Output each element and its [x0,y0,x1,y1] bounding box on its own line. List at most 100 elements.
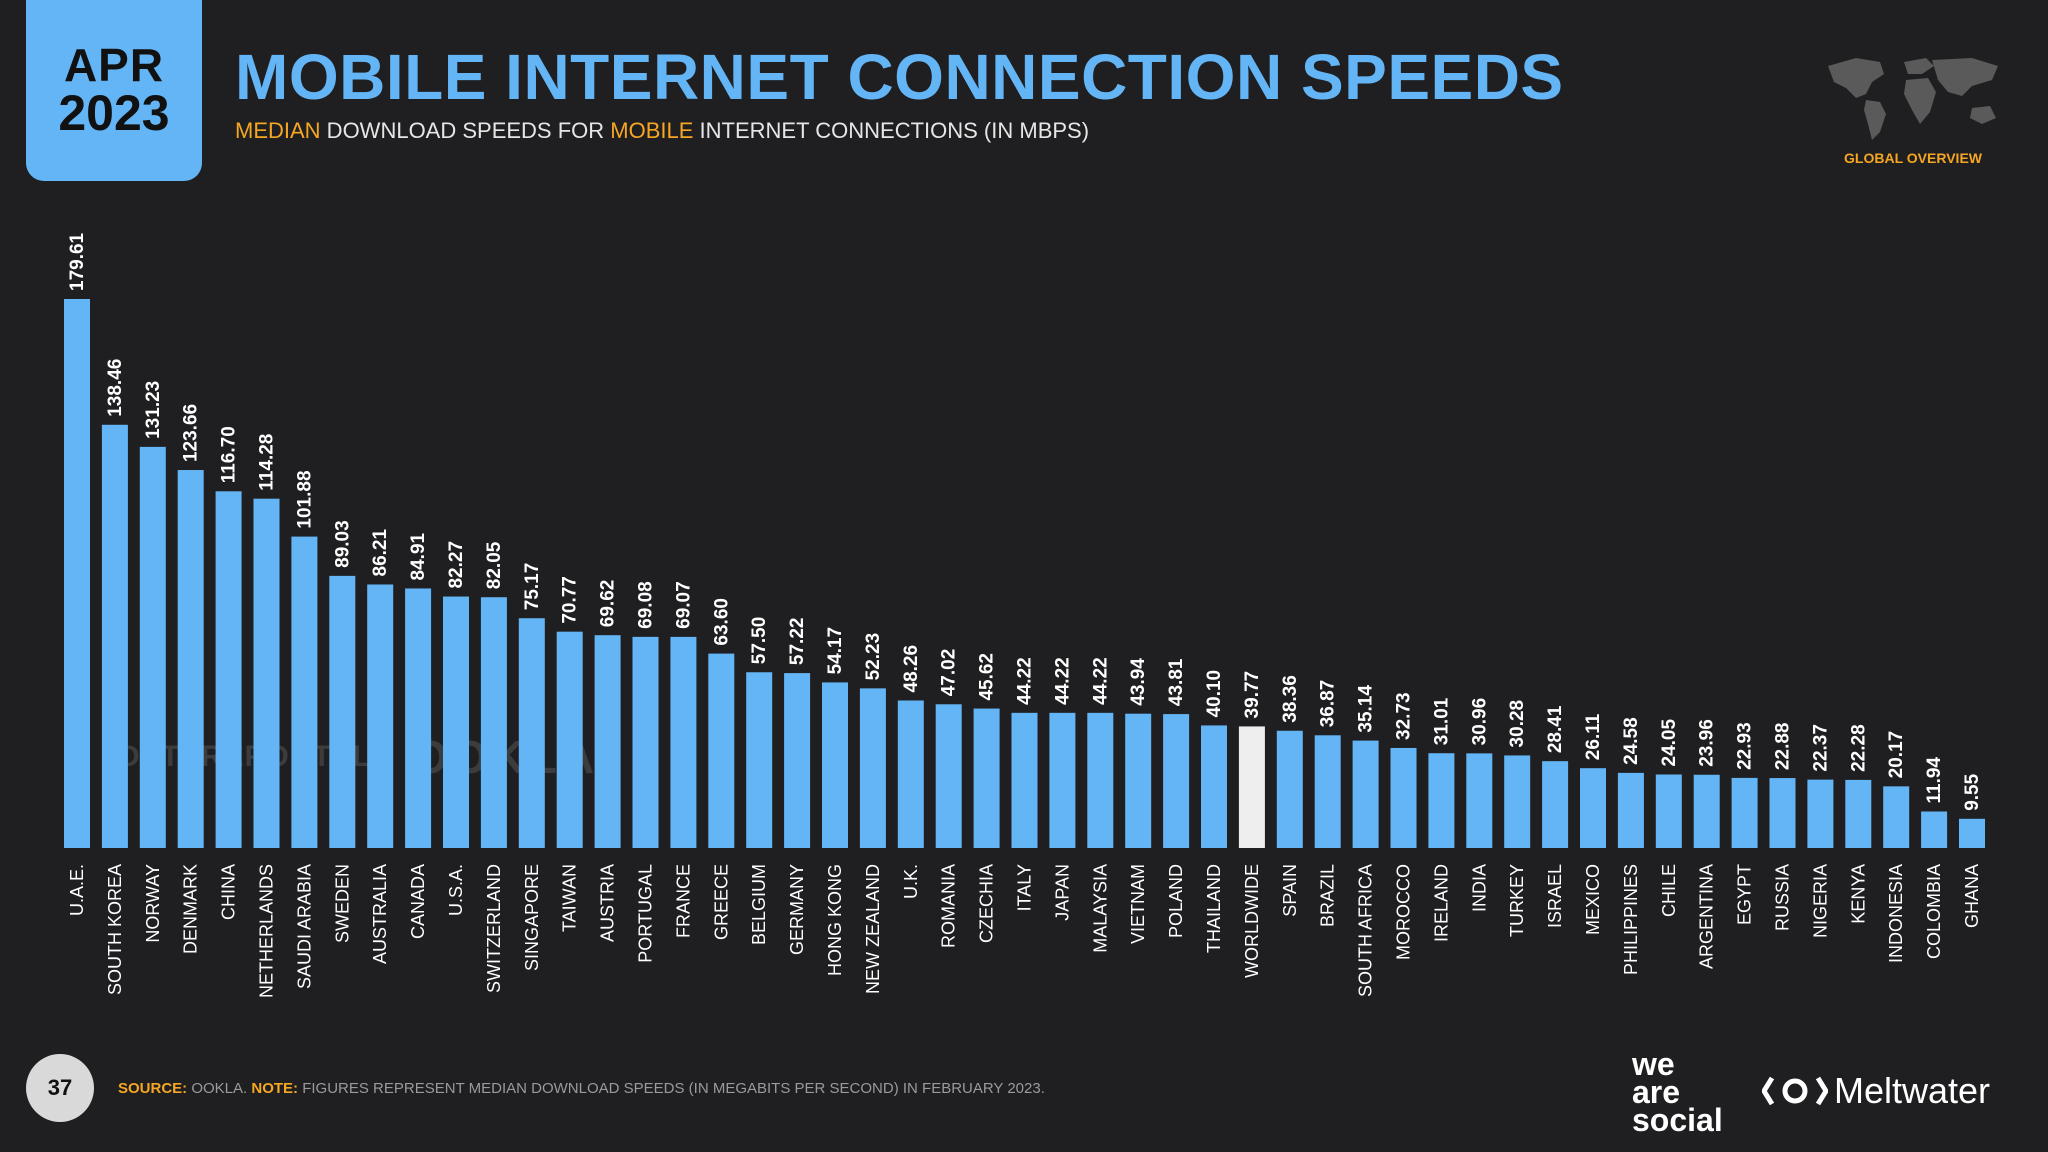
category-label: THAILAND [1204,864,1224,953]
bar-kenya [1845,779,1872,848]
bar-romania [935,704,962,848]
value-label: 69.07 [673,581,694,629]
bar-colombia [1921,811,1948,848]
category-label: BRAZIL [1318,864,1338,927]
value-label: 69.62 [598,580,619,628]
source-key: SOURCE: [118,1080,188,1097]
value-label: 22.88 [1773,723,1794,771]
subtitle-text-2: INTERNET CONNECTIONS (IN MBPS) [693,118,1090,143]
value-label: 48.26 [901,645,922,693]
value-label: 24.05 [1659,719,1680,767]
bar-chile [1655,774,1682,848]
category-label: U.A.E. [67,864,87,916]
page-number: 37 [26,1054,94,1122]
bar-philippines [1617,772,1644,848]
bar-belgium [746,672,773,848]
category-label: AUSTRIA [598,864,618,942]
bar-china [215,491,242,848]
date-year: 2023 [58,85,170,142]
bar-austria [594,635,621,848]
category-label: FRANCE [673,864,693,938]
value-label: 75.17 [522,563,543,611]
value-label: 52.23 [863,633,884,681]
bar-india [1466,753,1493,848]
category-label: ROMANIA [939,864,959,948]
category-label: EGYPT [1735,864,1755,925]
bar-norway [139,446,166,848]
bar-vietnam [1125,713,1152,848]
value-label: 114.28 [257,434,278,491]
category-label: SINGAPORE [522,864,542,971]
category-label: BELGIUM [749,864,769,945]
category-label: U.K. [901,864,921,899]
category-label: HONG KONG [825,864,845,976]
bar-malaysia [1087,712,1114,848]
value-label: 57.50 [749,617,770,665]
date-month: APR [63,38,165,91]
value-label: 82.05 [484,541,505,589]
category-label: U.S.A. [446,864,466,916]
bar-russia [1769,778,1796,848]
bar-poland [1163,714,1190,848]
value-label: 44.22 [1090,657,1111,705]
bar-new-zealand [859,688,886,848]
value-label: 38.36 [1280,675,1301,723]
bar-u-a-e- [64,299,90,848]
value-label: 131.23 [143,381,164,439]
value-label: 82.27 [446,541,467,589]
category-label: CHINA [219,864,239,920]
value-label: 70.77 [560,576,581,624]
category-label: NIGERIA [1810,864,1830,938]
category-label: NORWAY [143,864,163,943]
category-label: SPAIN [1280,864,1300,917]
category-label: GHANA [1962,864,1982,928]
value-label: 20.17 [1886,731,1907,779]
category-label: IRELAND [1431,864,1451,942]
subtitle-highlight-median: MEDIAN [235,118,321,143]
value-label: 101.88 [294,470,315,528]
category-label: NETHERLANDS [257,864,277,998]
category-label: ARGENTINA [1697,864,1717,969]
bar-sweden [329,575,356,848]
category-label: RUSSIA [1773,864,1793,931]
bar-australia [367,584,394,848]
value-label: 36.87 [1318,680,1339,728]
value-label: 31.01 [1431,697,1452,745]
category-label: NEW ZEALAND [863,864,883,994]
value-label: 22.28 [1848,724,1869,772]
bar-ghana [1959,818,1985,848]
category-label: VIETNAM [1128,864,1148,944]
value-label: 45.62 [977,653,998,701]
bar-nigeria [1807,779,1834,848]
world-map-icon [1828,58,1998,140]
value-label: 84.91 [408,532,429,580]
category-label: MEXICO [1583,864,1603,935]
category-label: INDONESIA [1886,864,1906,963]
bar-u-s-a- [443,596,469,848]
meltwater-wordmark: Meltwater [1834,1070,1991,1111]
value-label: 44.22 [1052,657,1073,705]
category-label: COLOMBIA [1924,864,1944,959]
note-key: NOTE: [251,1080,299,1097]
bar-thailand [1201,725,1227,848]
value-label: 39.77 [1242,671,1263,719]
bar-worldwide [1238,726,1265,848]
category-label: KENYA [1848,864,1868,924]
value-label: 30.28 [1507,700,1528,748]
value-label: 22.93 [1735,722,1756,770]
bar-taiwan [556,631,583,848]
value-label: 26.11 [1583,713,1604,760]
category-label: GREECE [711,864,731,940]
bar-egypt [1731,777,1758,848]
bar-brazil [1314,735,1341,848]
category-label: PHILIPPINES [1621,864,1641,975]
value-label: 23.96 [1697,719,1718,767]
category-label: MALAYSIA [1090,864,1110,953]
section-label: GLOBAL OVERVIEW [1844,150,1982,166]
value-label: 30.96 [1469,698,1490,746]
category-label: SOUTH AFRICA [1356,864,1376,997]
value-label: 43.81 [1166,658,1187,706]
bar-denmark [177,470,204,848]
bar-morocco [1390,747,1417,848]
source-text: OOKLA. [187,1080,252,1097]
